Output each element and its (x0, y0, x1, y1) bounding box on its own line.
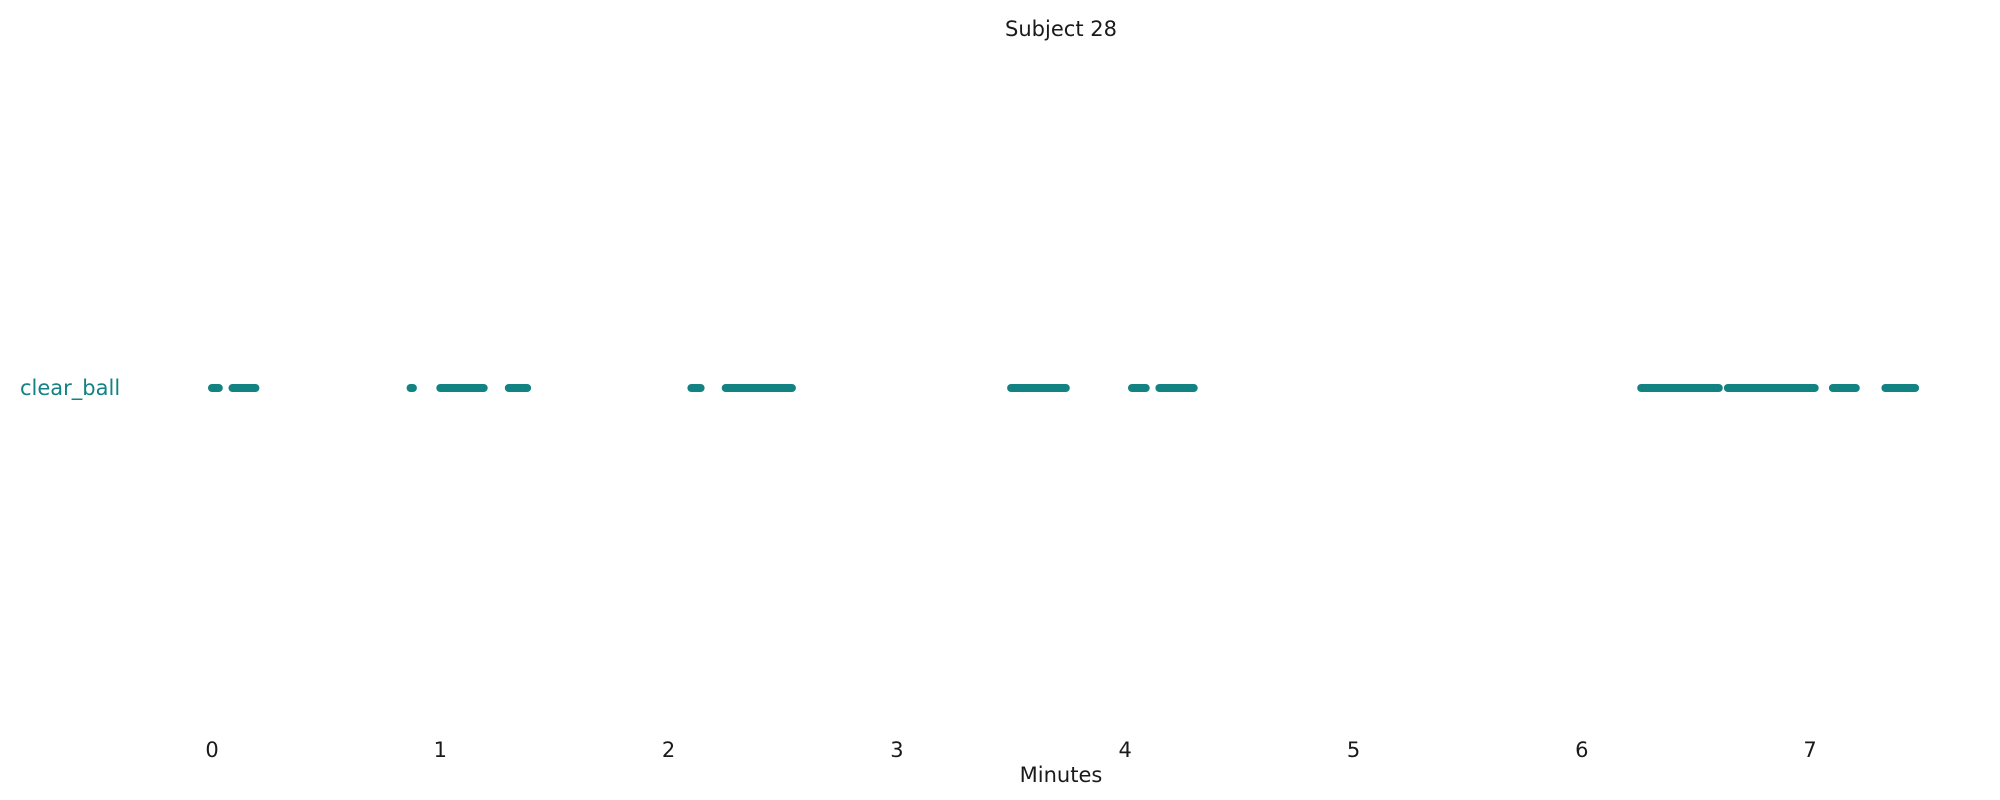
x-tick-label: 7 (1803, 738, 1816, 762)
x-tick-label: 1 (434, 738, 447, 762)
x-tick-labels: 0 1 2 3 4 5 6 7 (205, 738, 1816, 762)
x-tick-label: 2 (662, 738, 675, 762)
category-label: clear_ball (20, 376, 120, 401)
x-tick-label: 0 (205, 738, 218, 762)
x-tick-label: 4 (1119, 738, 1132, 762)
chart-title: Subject 28 (1005, 17, 1117, 41)
x-axis-label: Minutes (1020, 763, 1103, 787)
x-tick-label: 3 (890, 738, 903, 762)
x-tick-label: 6 (1575, 738, 1588, 762)
category-labels: clear_ball (20, 376, 120, 401)
x-tick-label: 5 (1347, 738, 1360, 762)
